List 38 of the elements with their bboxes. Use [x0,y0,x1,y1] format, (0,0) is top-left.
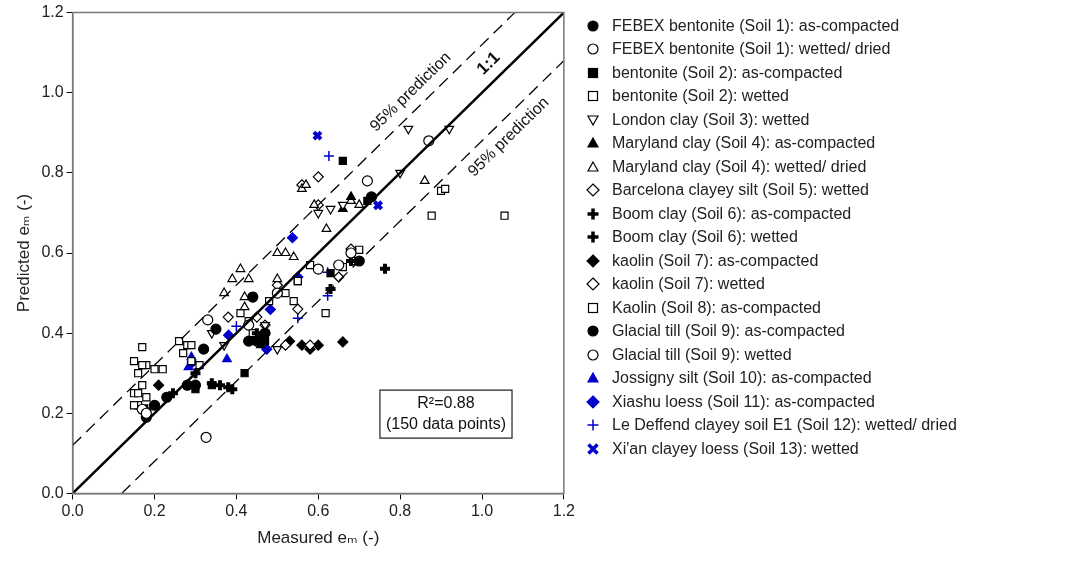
annotation: R²=0.88 [417,393,475,411]
legend-label: Le Deffend clayey soil E1 (Soil 12): wetted/ dried [612,416,957,435]
annotation: (150 data points) [385,414,507,432]
legend-label: FEBEX bentonite (Soil 1): as-compacted [612,16,900,35]
legend-label: bentonite (Soil 2): as-compacted [612,63,843,82]
legend-label: kaolin (Soil 7): wetted [612,275,765,294]
legend-label: bentonite (Soil 2): wetted [612,87,789,106]
x-tick-label: 0.8 [389,502,412,520]
y-tick-label: 0.0 [41,483,64,501]
x-tick-label: 0.2 [143,502,166,520]
legend-label: Boom clay (Soil 6): wetted [612,228,798,247]
legend-label: Boom clay (Soil 6): as-compacted [612,204,852,223]
x-tick-label: 0.6 [307,502,330,520]
legend-label: Xi'an clayey loess (Soil 13): wetted [612,439,859,458]
y-tick-label: 0.6 [41,243,64,261]
legend-label: Kaolin (Soil 8): as-compacted [612,298,821,317]
y-tick-label: 1.2 [41,3,64,21]
legend-label: Jossigny silt (Soil 10): as-compacted [612,369,872,388]
x-tick-label: 1.0 [470,502,494,520]
legend-label: Glacial till (Soil 9): as-compacted [612,322,845,341]
y-tick-label: 0.4 [41,323,64,341]
x-tick-label: 0.0 [61,502,84,520]
legend-label: Maryland clay (Soil 4): as-compacted [612,134,876,153]
x-tick-label: 1.2 [552,502,576,520]
legend-label: Glacial till (Soil 9): wetted [612,345,792,364]
y-axis-title: Predicted eₘ (-) [13,193,33,313]
x-tick-label: 0.4 [225,502,248,520]
y-tick-label: 0.8 [41,163,64,181]
y-tick-label: 0.2 [41,403,64,421]
x-axis-title: Measured eₘ (-) [257,528,380,548]
legend-label: Xiashu loess (Soil 11): as-compacted [612,392,875,411]
legend-label: Barcelona clayey silt (Soil 5): wetted [612,181,869,200]
annotation: 1:1 [472,47,504,79]
legend-label: FEBEX bentonite (Soil 1): wetted/ dried [612,40,891,59]
y-tick-label: 1.0 [41,83,64,101]
legend-label: London clay (Soil 3): wetted [612,110,810,129]
legend-label: Maryland clay (Soil 4): wetted/ dried [612,157,867,176]
legend-label: kaolin (Soil 7): as-compacted [612,251,819,270]
